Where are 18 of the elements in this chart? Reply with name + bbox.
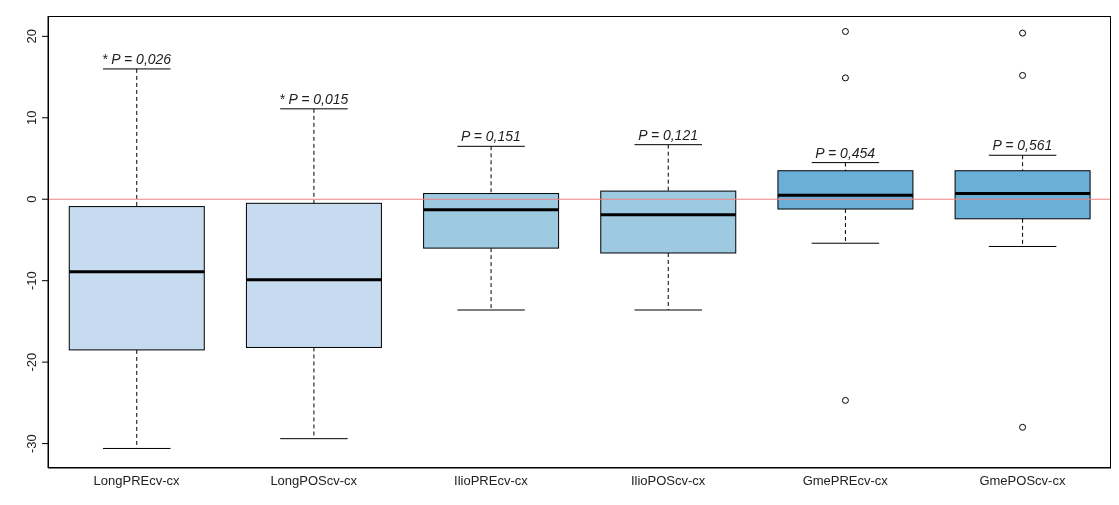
x-tick-label: GmePREcv-cx — [802, 473, 889, 489]
annotation: * P = 0,015 — [279, 90, 349, 107]
y-tick-label: -20 — [24, 352, 39, 372]
x-tick-label: IlioPREcv-cx — [454, 473, 529, 489]
annotation: P = 0,151 — [461, 128, 521, 145]
annotation: P = 0,121 — [638, 126, 698, 143]
x-tick-label: GmePOScv-cx — [979, 473, 1066, 489]
y-tick-label: -30 — [24, 434, 39, 453]
x-tick-label: IlioPOScv-cx — [630, 473, 706, 489]
y-tick-label: 10 — [24, 110, 39, 126]
annotation: P = 0,454 — [815, 144, 876, 161]
x-tick-label: LongPOScv-cx — [270, 473, 358, 489]
annotation: * P = 0,026 — [102, 50, 172, 67]
y-tick-label: -10 — [24, 271, 39, 291]
x-tick-label: LongPREcv-cx — [93, 473, 181, 489]
y-tick-label: 0 — [24, 195, 39, 203]
y-tick-label: 20 — [24, 29, 39, 44]
annotation: P = 0,561 — [992, 137, 1053, 154]
